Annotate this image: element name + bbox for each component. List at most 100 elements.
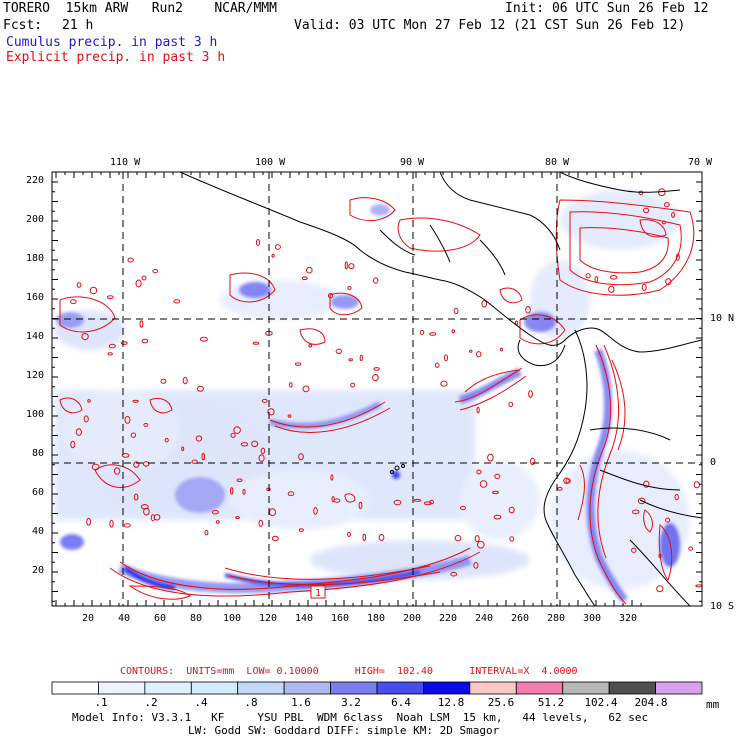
y-tick-label: 20 [32, 565, 45, 576]
contour-speck [453, 307, 459, 315]
y-tick-label: 180 [26, 253, 45, 264]
contour-speck [459, 505, 466, 511]
colorbar-cell [608, 681, 656, 695]
contour-speck [173, 299, 181, 304]
contour-speck [440, 380, 448, 387]
contour-speck [695, 584, 702, 588]
contour-speck [302, 385, 310, 393]
lon-label-110w: 110 W [110, 157, 141, 168]
contour-speck [476, 469, 482, 475]
latlon-grid [52, 172, 702, 606]
contour-speck [493, 514, 502, 520]
contour-speck [565, 478, 571, 484]
contour-speck [469, 349, 473, 353]
contour-speck [663, 202, 670, 208]
contour-speck [362, 533, 367, 542]
contour-speck [240, 442, 249, 447]
contour-speck [423, 501, 432, 506]
contour-speck [106, 295, 114, 300]
contour-speck [195, 435, 203, 442]
contour-speck [251, 440, 259, 447]
colorbar-cell [98, 681, 146, 695]
x-tick-label: 320 [619, 613, 638, 624]
contour-speck [344, 261, 348, 270]
contour-speck [298, 453, 304, 461]
contour-speck [141, 275, 147, 281]
contour-speck [204, 529, 209, 536]
y-tick-label: 80 [32, 448, 45, 459]
x-tick-label: 300 [583, 613, 602, 624]
contour-speck [191, 459, 198, 464]
contour-speck [139, 320, 144, 328]
contour-speck [481, 300, 488, 308]
model-title: TORERO 15km ARW Run2 NCAR/MMM [3, 1, 277, 16]
fcst-hours: 21 h [62, 18, 94, 33]
contour-speck [419, 329, 425, 335]
contour-speck [201, 452, 206, 461]
contour-speck [674, 494, 679, 501]
contour-speck [142, 461, 150, 467]
contour-speck [127, 257, 134, 263]
contour-speck [373, 277, 379, 284]
contour-speck [474, 535, 480, 543]
colorbar-label: 12.8 [437, 696, 465, 709]
x-tick-label: 20 [82, 613, 95, 624]
contour-speck [108, 343, 116, 349]
contour-speck [109, 519, 114, 528]
contour-speck [492, 490, 499, 495]
contour-speck [287, 414, 292, 418]
x-tick-label: 100 [223, 613, 242, 624]
colorbar-cell [330, 681, 378, 695]
contour-speck [638, 190, 644, 196]
contour-speck [287, 491, 295, 497]
contour-speck [671, 212, 676, 218]
colorbar-cell [237, 681, 285, 695]
contour-speck [164, 437, 169, 443]
contour-speck [308, 344, 313, 348]
contour-speck [107, 352, 113, 356]
contour-speck [688, 546, 694, 551]
contour-speck [87, 399, 91, 403]
contour-speck [434, 362, 440, 368]
contour-speck [662, 220, 666, 225]
contour-speck [274, 244, 281, 250]
contour-speck [255, 239, 261, 246]
contour-speck [313, 507, 318, 515]
contour-speck [230, 487, 234, 495]
contour-speck [330, 474, 334, 481]
contour-speck [665, 517, 671, 523]
contour-speck [429, 332, 437, 336]
contour-speck [242, 489, 246, 495]
contour-speck [451, 329, 455, 334]
x-tick-label: 120 [259, 613, 278, 624]
contour-speck [609, 275, 618, 280]
contour-speck [236, 478, 243, 482]
contour-speck [261, 398, 268, 403]
lon-label-100w: 100 W [255, 157, 286, 168]
contour-speck [372, 374, 379, 382]
colorbar-label: 1.6 [291, 696, 311, 709]
contour-speck [211, 509, 219, 515]
contour-speck [123, 523, 131, 528]
x-tick-label: 260 [511, 613, 530, 624]
colorbar-label: .8 [244, 696, 258, 709]
contour-speck [443, 354, 449, 362]
contour-speck [494, 473, 501, 479]
contour-speck [258, 519, 264, 527]
contour-speck [130, 432, 137, 438]
contour-speck [473, 562, 479, 569]
cumulus-light-shading [55, 190, 690, 590]
contour-speck [557, 486, 563, 491]
map-frame [51, 171, 703, 607]
contour-speck [347, 531, 351, 537]
contour-speck [563, 477, 570, 485]
contour-speck [215, 520, 220, 524]
contour-speck [199, 336, 208, 342]
contour-speck [347, 286, 352, 290]
contour-speck [509, 536, 515, 542]
contour-speck [91, 463, 100, 471]
contour-speck [70, 299, 77, 305]
contour-speck [298, 528, 304, 532]
x-tick-label: 160 [331, 613, 350, 624]
